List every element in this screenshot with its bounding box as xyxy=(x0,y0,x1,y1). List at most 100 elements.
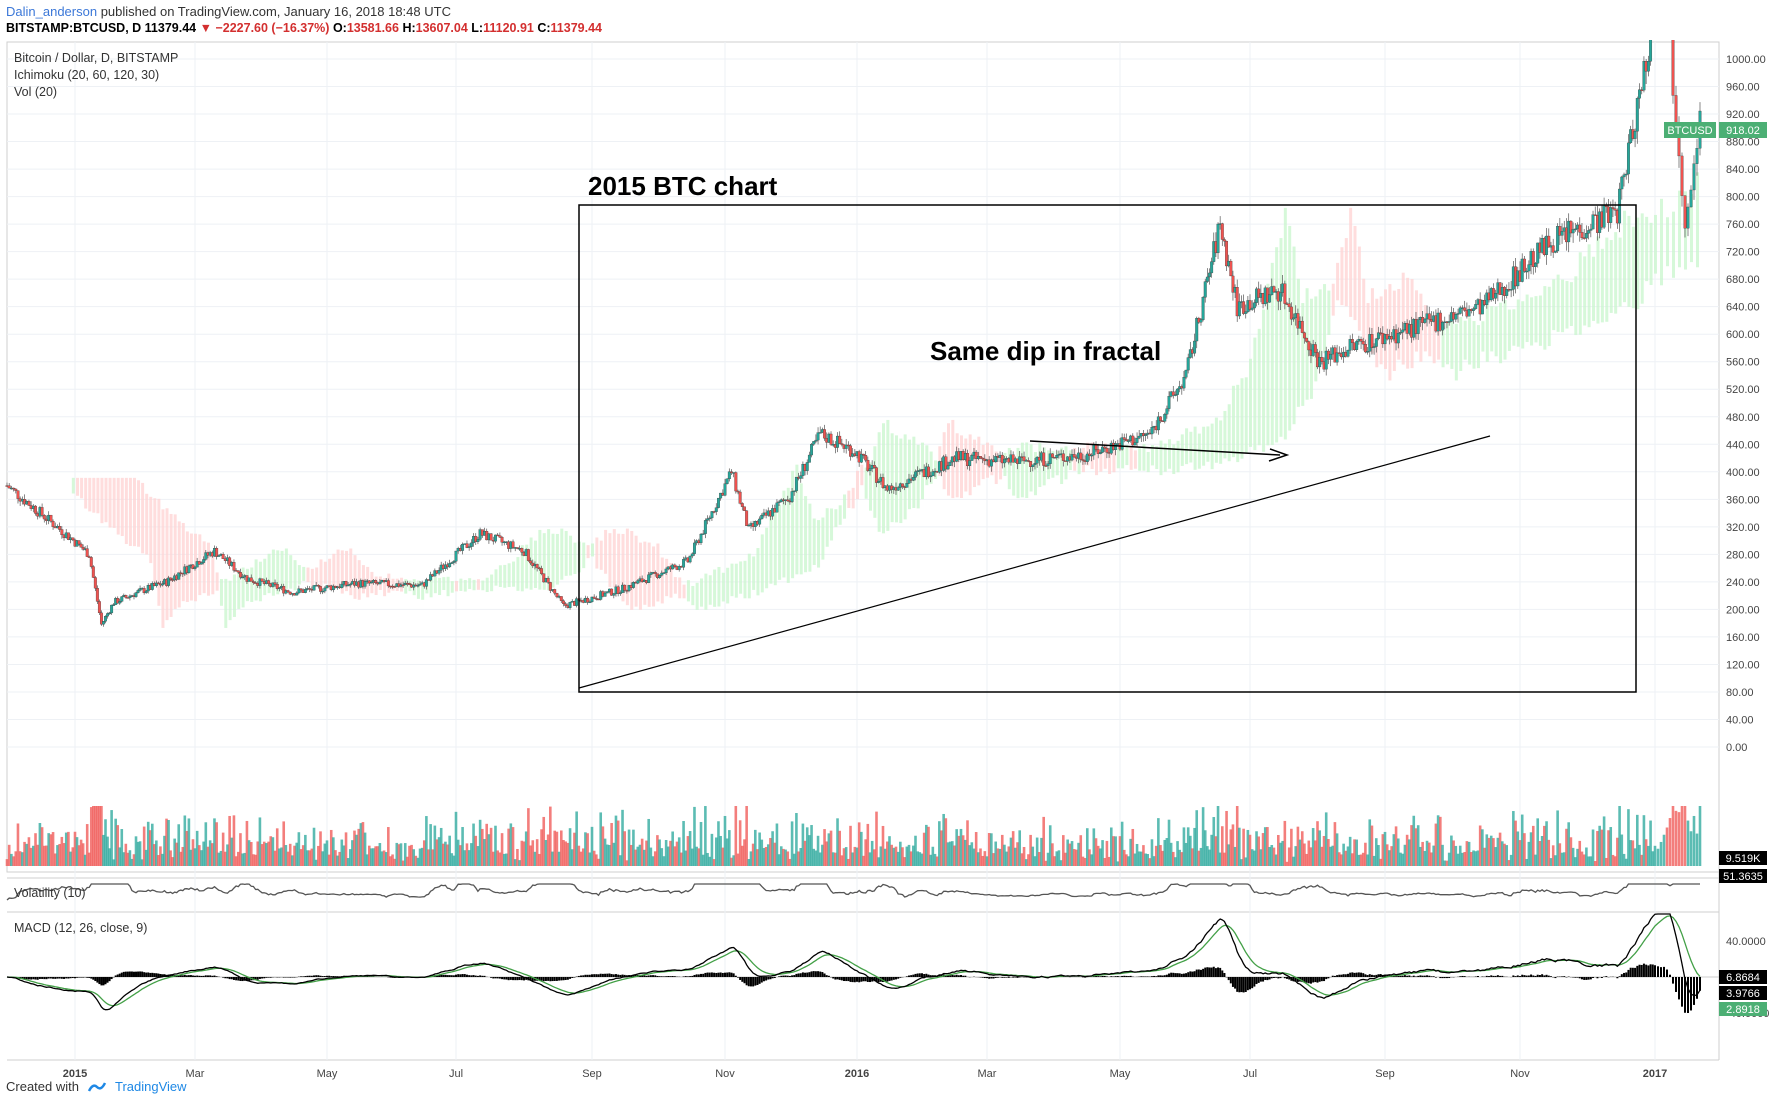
volume-bar xyxy=(1092,828,1096,866)
cloud-segment xyxy=(717,566,721,607)
volume-bar xyxy=(653,851,657,866)
macd-histogram-bar xyxy=(202,975,205,977)
cloud-segment xyxy=(551,533,555,588)
volume-bar xyxy=(818,852,822,866)
annotation-box[interactable] xyxy=(578,204,1637,693)
volume-bar xyxy=(444,841,447,866)
volume-bar xyxy=(1374,838,1378,866)
volume-bar xyxy=(1272,847,1276,866)
macd-histogram-bar xyxy=(1249,977,1251,990)
last-price: 11379.44 xyxy=(144,21,197,35)
cloud-segment xyxy=(895,435,898,523)
volume-bar xyxy=(1101,840,1104,866)
volume-bar xyxy=(860,831,863,866)
cloud-segment xyxy=(157,498,161,606)
volume-bar xyxy=(308,850,311,866)
volume-bar xyxy=(1329,846,1332,866)
candle-body xyxy=(743,506,746,511)
macd-histogram-bar xyxy=(34,977,37,980)
volume-bar xyxy=(221,832,225,866)
author-link[interactable]: Dalin_anderson xyxy=(6,4,98,19)
volume-bar xyxy=(998,848,1002,866)
macd-histogram-bar xyxy=(1116,976,1119,977)
macd-histogram-bar xyxy=(549,977,552,982)
macd-histogram-bar xyxy=(1170,972,1173,977)
cloud-segment xyxy=(120,477,124,537)
close-value: 11379.44 xyxy=(550,21,602,35)
candle-body xyxy=(228,557,232,566)
volume-bar xyxy=(658,839,661,866)
cloud-segment xyxy=(1168,439,1172,469)
volume-bar xyxy=(159,846,162,866)
annotation-arrow-line[interactable] xyxy=(1029,440,1281,456)
volume-bar xyxy=(198,845,201,866)
macd-histogram-bar xyxy=(110,977,113,980)
volume-bar xyxy=(662,856,666,866)
cloud-segment xyxy=(652,546,656,607)
trendline[interactable] xyxy=(578,435,1491,689)
price-tick-label: 0.00 xyxy=(1726,742,1747,754)
candle-body xyxy=(1070,454,1074,461)
volume-bar xyxy=(647,818,650,866)
macd-histogram-bar xyxy=(782,975,785,977)
cloud-segment xyxy=(1623,210,1627,303)
candle-body xyxy=(877,481,881,483)
cloud-segment xyxy=(1645,216,1649,282)
chart-area[interactable]: 2015 BTC chart Same dip in fractal Bitco… xyxy=(0,40,1779,1100)
volume-bar xyxy=(483,839,486,866)
macd-histogram-bar xyxy=(1375,974,1378,977)
open-label: O: xyxy=(332,21,347,35)
macd-histogram-bar xyxy=(45,977,48,980)
volume-bar xyxy=(899,841,902,866)
volume-bar xyxy=(1574,857,1577,866)
candle-body xyxy=(1156,416,1160,431)
cloud-segment xyxy=(1490,306,1494,352)
volume-bar xyxy=(1154,845,1158,866)
macd-histogram-bar xyxy=(719,972,722,977)
volume-bar xyxy=(1201,807,1205,866)
volume-bar xyxy=(816,835,820,866)
macd-histogram-bar xyxy=(1340,974,1343,977)
candle-body xyxy=(1222,239,1226,242)
macd-histogram-bar xyxy=(1605,976,1608,977)
volume-bar xyxy=(771,831,774,866)
volume-bar xyxy=(1152,856,1156,866)
candle-body xyxy=(97,601,101,614)
candle-body xyxy=(1474,304,1478,309)
volume-bar xyxy=(601,826,605,866)
volume-bar xyxy=(134,836,138,866)
volume-bar xyxy=(1554,855,1557,866)
cloud-segment xyxy=(1257,328,1261,446)
candle-body xyxy=(699,533,703,544)
volume-bar xyxy=(599,812,603,866)
cloud-segment xyxy=(88,477,92,512)
candle-body xyxy=(818,432,822,434)
macd-histogram-bar xyxy=(895,977,897,980)
candle-body xyxy=(369,581,373,584)
candle-body xyxy=(476,539,480,542)
cloud-segment xyxy=(1029,444,1033,492)
candle-body xyxy=(1096,449,1100,454)
volume-bar xyxy=(1388,850,1391,866)
cloud-segment xyxy=(752,556,756,590)
volume-bar xyxy=(1274,854,1278,866)
macd-histogram-bar xyxy=(282,977,285,978)
high-value: 13607.04 xyxy=(415,21,468,35)
volume-bar xyxy=(853,846,857,866)
volume-bar xyxy=(779,846,783,866)
macd-histogram-bar xyxy=(1589,977,1592,980)
volume-bar xyxy=(116,825,120,866)
macd-histogram-bar xyxy=(256,977,259,980)
volume-bar xyxy=(378,843,382,866)
macd-histogram-bar xyxy=(435,975,438,977)
cloud-segment xyxy=(284,548,288,589)
cloud-segment xyxy=(165,508,169,621)
macd-histogram-bar xyxy=(204,975,207,977)
macd-histogram-bar xyxy=(1191,971,1194,977)
volume-bar xyxy=(974,832,978,866)
macd-histogram-bar xyxy=(130,971,133,977)
macd-histogram-bar xyxy=(1406,975,1409,977)
tradingview-brand-link[interactable]: TradingView xyxy=(114,1079,187,1094)
price-tick-label: 560.00 xyxy=(1726,357,1760,369)
candle-body xyxy=(416,585,420,587)
